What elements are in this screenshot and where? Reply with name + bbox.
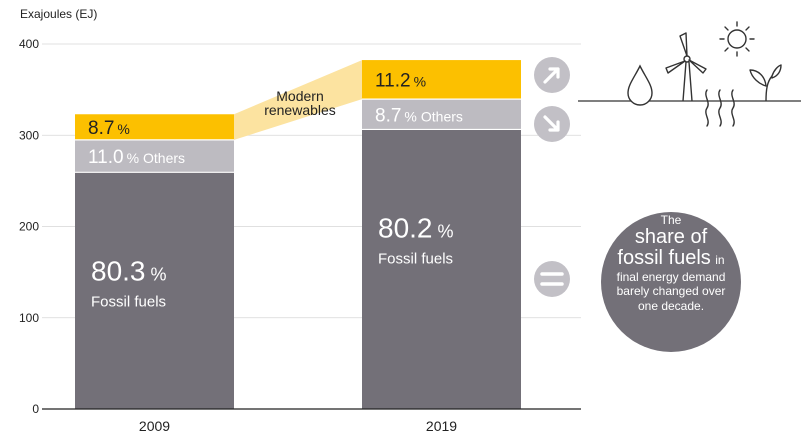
percent-sign: %: [151, 264, 167, 284]
percent-sign: %: [414, 74, 426, 90]
callout-line-1: The: [660, 213, 682, 227]
renewables-connector-band: [234, 60, 362, 140]
callout-line-5: barely changed over: [616, 284, 726, 299]
fossil-name-label: Fossil fuels: [378, 250, 453, 267]
others-name: Others: [143, 150, 185, 166]
y-tick-label: 100: [19, 311, 39, 325]
percent-sign: %: [404, 108, 416, 124]
arrow-down-right-icon: [534, 106, 570, 142]
x-tick-label: 2019: [426, 418, 457, 434]
renewables-share-label: 11.2%: [375, 71, 426, 92]
callout-text: The share of fossil fuels in final energ…: [600, 214, 742, 312]
bar-segment-modern-renewables: [362, 60, 521, 100]
others-name: Others: [421, 108, 463, 124]
x-tick-label: 2009: [139, 418, 170, 434]
y-axis-title: Exajoules (EJ): [20, 7, 98, 21]
callout-line-4: final energy demand: [616, 269, 726, 284]
percent-sign: %: [127, 150, 139, 166]
y-tick-label: 200: [19, 220, 39, 234]
sun-icon: [719, 21, 755, 57]
callout-line-6: one decade.: [637, 298, 705, 313]
wind-turbine-icon: [665, 32, 707, 102]
renewables-share-label: 8.7%: [88, 118, 130, 139]
callout-circle: [601, 212, 741, 352]
equals-icon: [534, 261, 570, 297]
callout-line-2: share of: [634, 225, 708, 248]
callout-line-3-big: fossil fuels: [617, 246, 711, 269]
connector-label: Modern: [276, 88, 323, 104]
fossil-name-label: Fossil fuels: [91, 293, 166, 310]
arrow-up-right-icon: [534, 57, 570, 93]
heat-waves-icon: [705, 89, 735, 127]
bar-segment-fossil-fuels: [75, 172, 234, 409]
callout-line-3-small: in: [715, 252, 725, 267]
y-tick-label: 300: [19, 128, 39, 142]
bar-segment-modern-renewables: [75, 114, 234, 140]
y-tick-label: 400: [19, 37, 39, 51]
plant-sprout-icon: [749, 64, 782, 102]
bar-segment-others: [75, 139, 234, 173]
bar-segment-fossil-fuels: [362, 129, 521, 409]
connector-label: renewables: [264, 102, 336, 118]
y-tick-label: 0: [32, 402, 39, 416]
percent-sign: %: [438, 221, 454, 241]
percent-sign: %: [117, 121, 129, 137]
water-drop-icon: [627, 64, 653, 106]
bar-segment-others: [362, 99, 521, 130]
others-share-label: 11.0% Others: [88, 147, 185, 168]
